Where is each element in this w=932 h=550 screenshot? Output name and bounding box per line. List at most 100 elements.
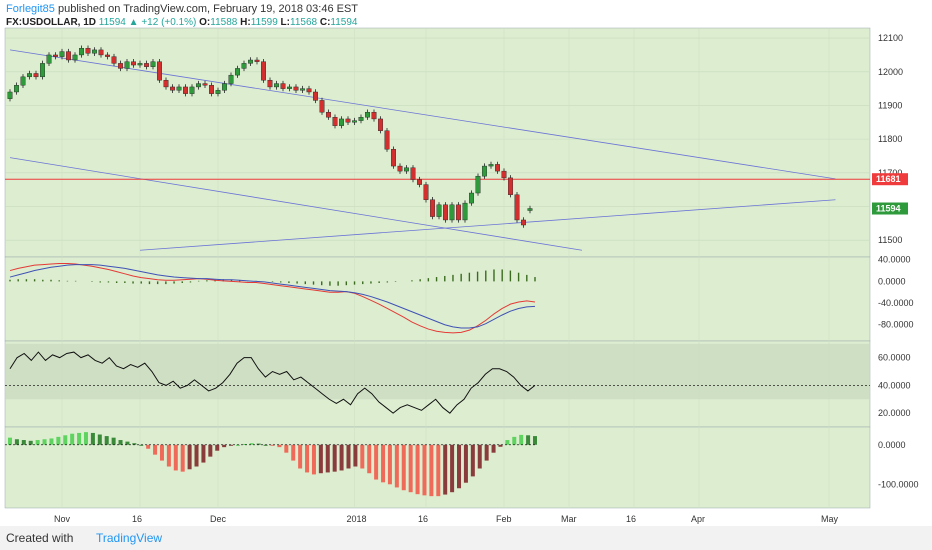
date-label: 16	[418, 514, 428, 524]
osc-bar	[463, 444, 468, 483]
symbol-info: FX:USDOLLAR, 1D 11594 ▲ +12 (+0.1%) O:11…	[6, 16, 358, 29]
osc-bar	[277, 444, 282, 448]
price-tick-label: 11800	[878, 134, 902, 144]
candle-body	[345, 118, 351, 123]
candle-body	[495, 164, 500, 172]
candle-body	[118, 63, 123, 69]
osc-bar	[291, 444, 296, 461]
candle-body	[7, 91, 13, 99]
osc-bar	[187, 444, 192, 470]
osc-bar	[90, 432, 95, 445]
candle-body	[423, 184, 429, 200]
osc-bar	[360, 444, 365, 469]
date-label: Nov	[54, 514, 71, 524]
candle-body	[189, 86, 195, 94]
candle-body	[456, 204, 461, 221]
osc-bar	[146, 444, 151, 449]
osc-bar	[8, 437, 12, 445]
osc-bar	[422, 444, 427, 496]
osc-bar	[49, 438, 54, 445]
osc-tick-label: -100.0000	[878, 479, 919, 489]
macd-tick-label: -40.0000	[878, 298, 914, 308]
high-value: 11599	[250, 17, 278, 28]
candle-body	[163, 79, 169, 88]
rsi-line	[9, 351, 536, 414]
date-label: 16	[626, 514, 636, 524]
osc-bar	[242, 443, 247, 445]
candle-body	[215, 90, 221, 94]
osc-bar	[194, 444, 199, 467]
price-tick-label: 12100	[878, 33, 903, 43]
candle-body	[280, 83, 286, 89]
osc-bar	[35, 440, 40, 445]
author-link[interactable]: Forlegit85	[6, 3, 55, 15]
osc-bar	[132, 443, 137, 445]
open-value: 11588	[210, 17, 238, 28]
candle-body	[391, 149, 396, 167]
last-price: 11594	[98, 17, 126, 28]
osc-bar	[166, 444, 171, 467]
candle-body	[404, 167, 409, 172]
osc-bar	[512, 436, 517, 445]
candle-body	[475, 175, 481, 194]
macd-tick-label: 40.0000	[878, 255, 911, 265]
osc-bar	[97, 434, 102, 445]
osc-bar	[491, 444, 496, 453]
rsi-band	[5, 343, 870, 400]
osc-bar	[63, 435, 68, 445]
candle-body	[235, 68, 240, 76]
candle-body	[183, 86, 188, 94]
candle-body	[365, 111, 370, 118]
candle-body	[105, 54, 110, 57]
candle-body	[306, 88, 312, 93]
candle-body	[462, 202, 468, 221]
osc-bar	[201, 444, 206, 463]
candle-body	[92, 49, 97, 54]
osc-bar	[125, 441, 130, 445]
osc-bar	[263, 444, 268, 446]
osc-bar	[408, 444, 413, 493]
candle-body	[332, 117, 338, 126]
candle-body	[358, 117, 364, 121]
price-label-text: 11594	[876, 204, 901, 214]
date-label: 16	[132, 514, 142, 524]
chart-area[interactable]: 12100120001190011800117001160011500Nov16…	[0, 0, 932, 526]
osc-bar	[159, 444, 164, 461]
candle-body	[150, 61, 156, 67]
candle-body	[287, 86, 292, 89]
candle-body	[267, 79, 273, 88]
osc-bar	[14, 439, 19, 445]
osc-bar	[180, 444, 185, 472]
candle-body	[300, 88, 305, 91]
candle-body	[157, 61, 162, 81]
close-value: 11594	[330, 17, 358, 28]
candle-body	[248, 59, 253, 64]
candle-body	[521, 219, 526, 226]
osc-bar	[339, 444, 344, 471]
candle-body	[222, 83, 227, 91]
date-label: May	[821, 514, 839, 524]
osc-bar	[394, 444, 399, 488]
price-tick-label: 12000	[878, 67, 903, 77]
candle-body	[131, 61, 136, 66]
trendline-2	[139, 199, 836, 251]
osc-bar	[305, 444, 310, 473]
candle-body	[514, 194, 520, 221]
osc-bar	[436, 444, 441, 497]
price-change: +12 (+0.1%)	[141, 17, 197, 28]
osc-bar	[484, 444, 489, 461]
osc-bar	[229, 444, 234, 446]
osc-bar	[498, 444, 503, 447]
osc-bar	[42, 439, 47, 445]
up-arrow-icon: ▲	[128, 17, 139, 28]
candle-body	[85, 48, 91, 54]
candle-body	[14, 85, 19, 93]
symbol-label: FX:USDOLLAR, 1D	[6, 17, 96, 28]
tradingview-logo[interactable]: TradingView	[96, 531, 163, 545]
trendline-0	[9, 49, 836, 180]
date-label: Apr	[691, 514, 705, 524]
date-label: Dec	[210, 514, 227, 524]
candle-body	[261, 61, 266, 81]
macd-line-0	[9, 263, 536, 334]
candle-body	[59, 51, 65, 57]
